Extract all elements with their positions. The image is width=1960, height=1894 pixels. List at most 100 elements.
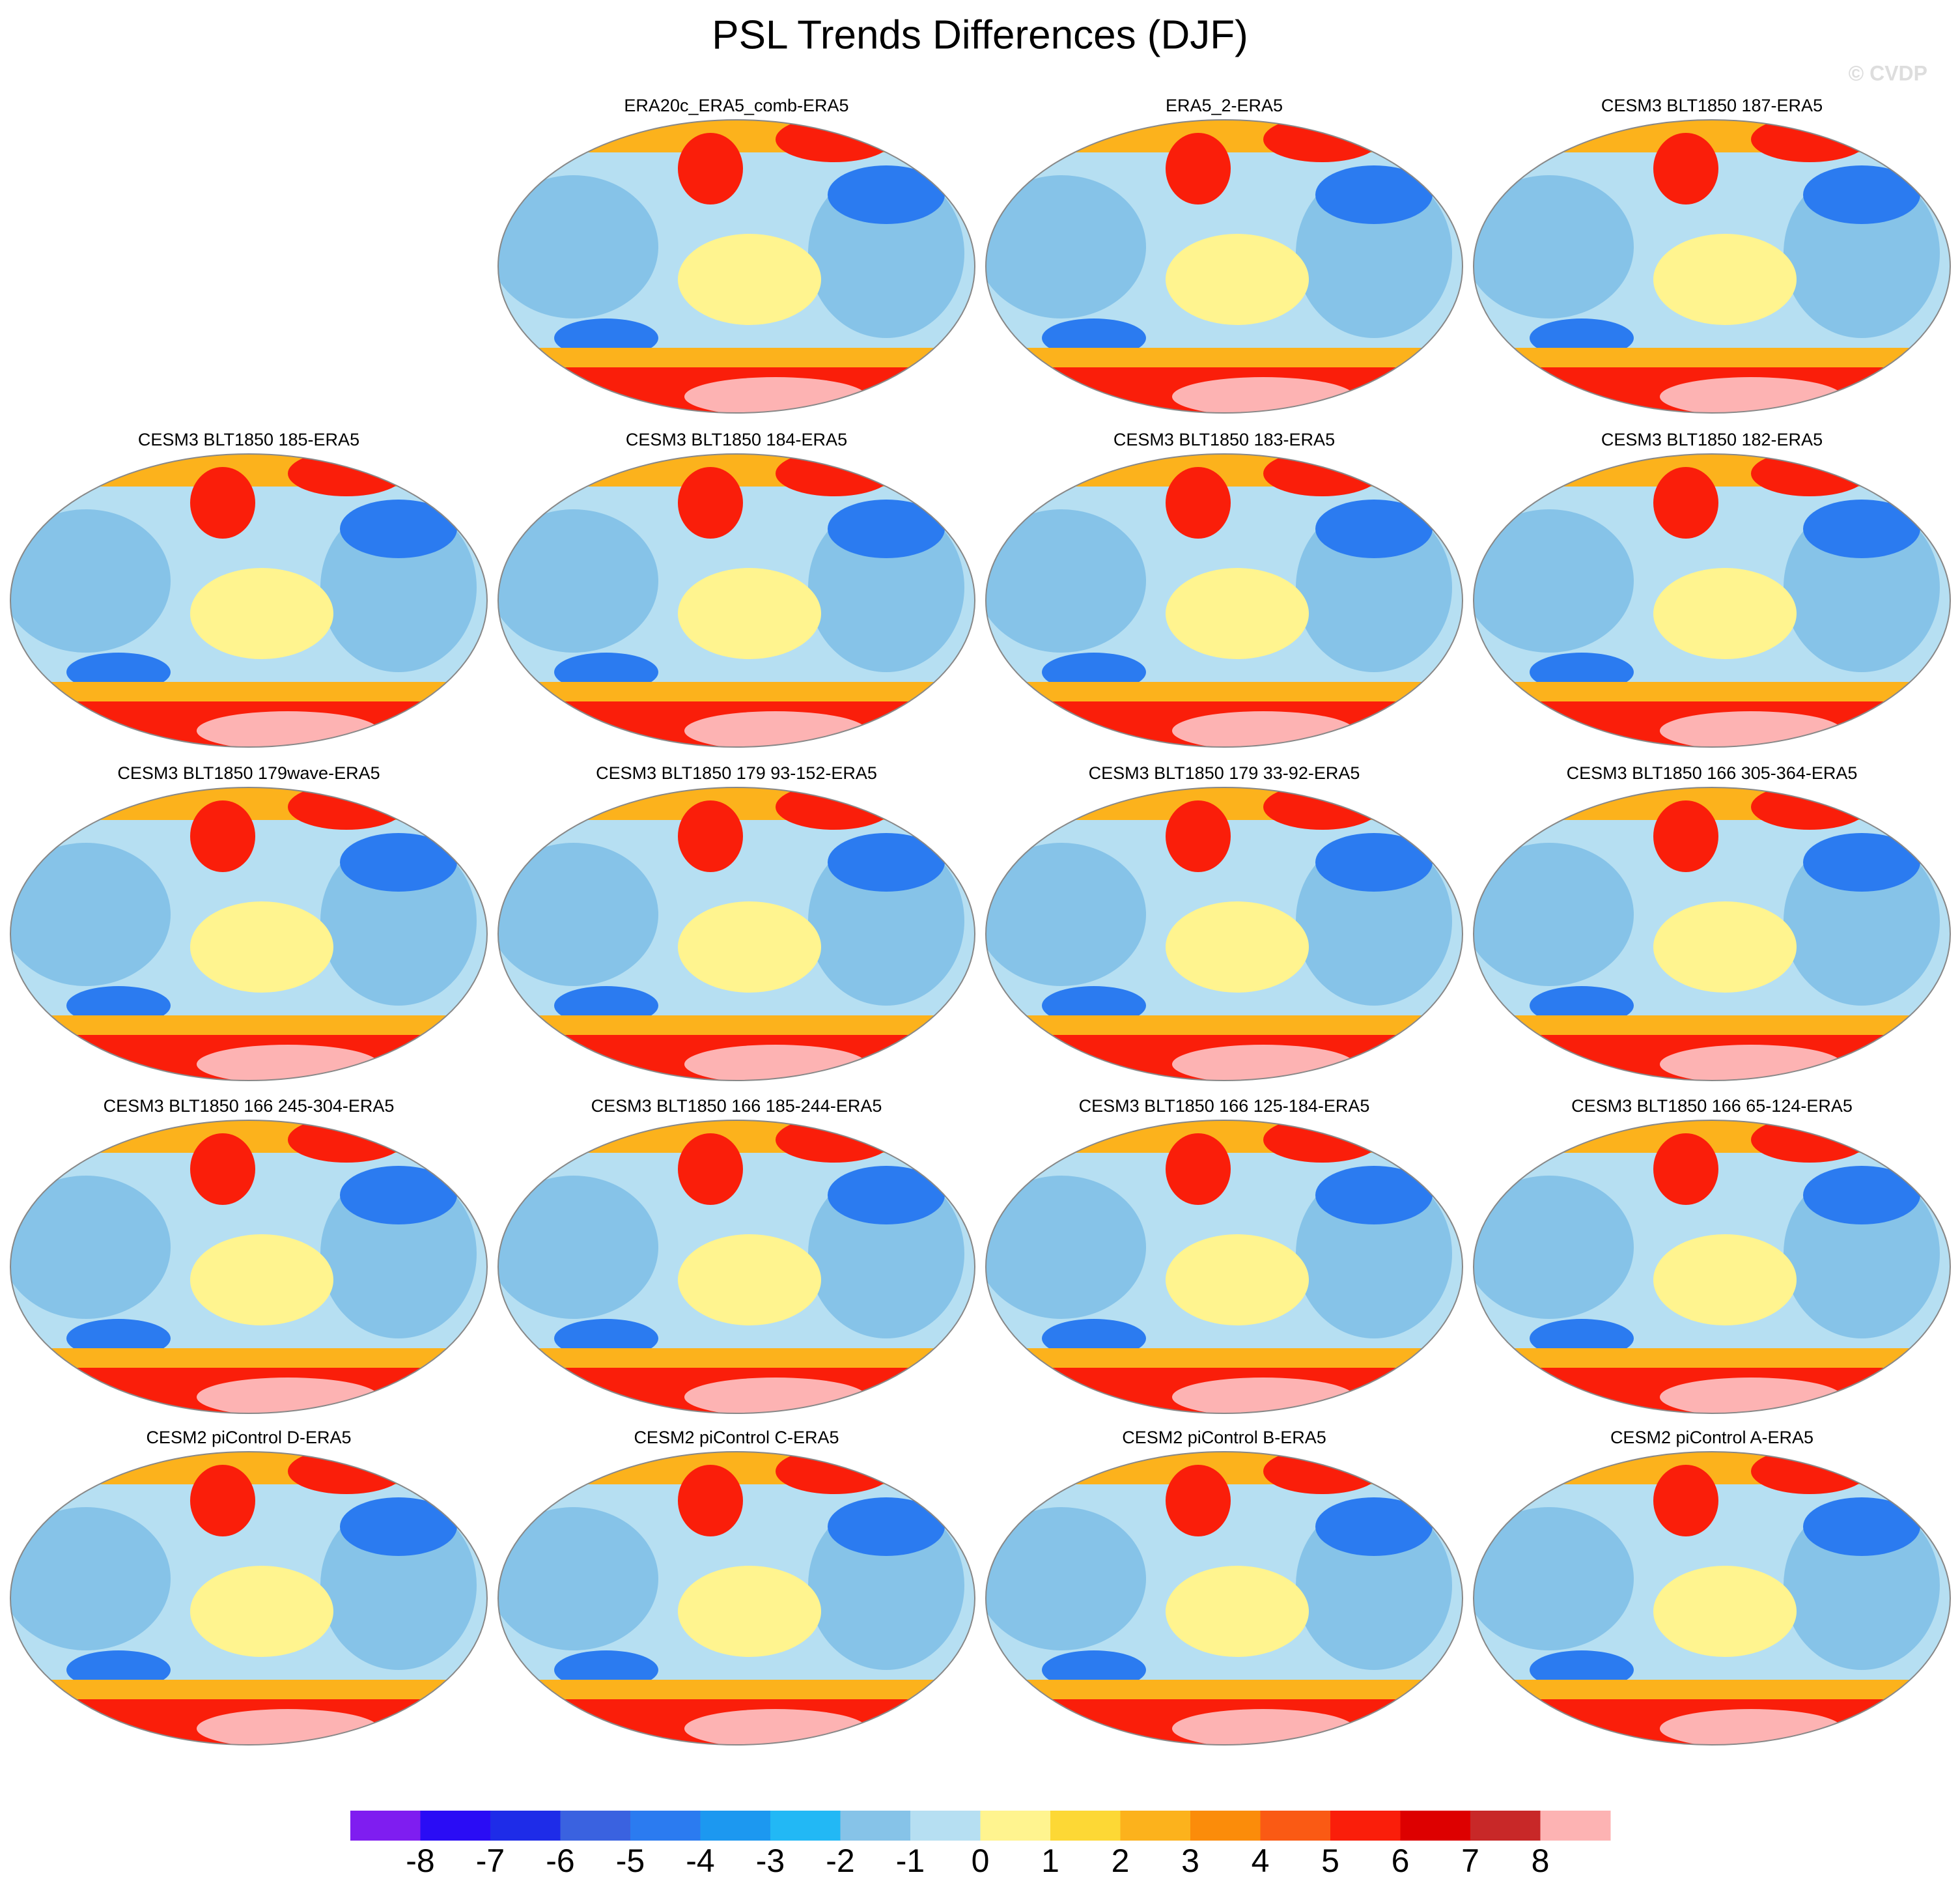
blob [678,467,743,539]
map-outline [497,1120,975,1414]
colorbar-label: 8 [1532,1843,1550,1879]
blob [828,500,945,558]
blob [340,500,457,558]
blob [678,800,743,872]
blob [1166,234,1309,325]
map-outline [985,453,1463,748]
blob [1653,467,1718,539]
blob [1803,165,1920,224]
blob [678,901,821,993]
blob [1653,568,1797,659]
blob [828,833,945,892]
blob [986,1507,1146,1650]
colorbar-box [910,1811,981,1841]
map-outline [10,1451,488,1746]
blob [678,1566,821,1657]
map-outline [985,119,1463,414]
colorbar-label: 3 [1181,1843,1199,1879]
blob [190,1465,255,1536]
blob [1166,568,1309,659]
blob [190,1133,255,1205]
panel-title: CESM3 BLT1850 179 93-152-ERA5 [596,763,877,783]
panel-title: CESM3 BLT1850 184-ERA5 [626,430,847,449]
blob [1166,1234,1309,1325]
blob [10,1176,171,1319]
blob [1474,1507,1634,1650]
blob [678,133,743,205]
blob [1315,500,1433,558]
colorbar-label: 0 [972,1843,990,1879]
colorbar-box [1050,1811,1121,1841]
blob [1315,833,1433,892]
blob [190,1234,333,1325]
colorbar-label: 2 [1112,1843,1130,1879]
panel-title: CESM3 BLT1850 179 33-92-ERA5 [1089,763,1360,783]
blob [498,843,658,986]
map-outline [985,787,1463,1081]
blob [1166,133,1231,205]
blob [1474,1176,1634,1319]
watermark: © CVDP [1849,61,1927,85]
blob [1653,800,1718,872]
map [498,454,975,747]
blob [1653,1234,1797,1325]
colorbar-label: -2 [826,1843,854,1879]
blob [1166,1133,1231,1205]
blob [1315,1166,1433,1224]
blob [190,467,255,539]
blob [678,568,821,659]
panel-title: CESM3 BLT1850 166 245-304-ERA5 [104,1096,395,1116]
colorbar-box [1400,1811,1471,1841]
map [986,454,1463,747]
blob [10,843,171,986]
blob [986,509,1146,653]
colorbar-box [1330,1811,1401,1841]
blob [1474,843,1634,986]
blob [1166,1465,1231,1536]
blob [986,843,1146,986]
map-outline [1473,119,1951,414]
colorbar-box [700,1811,771,1841]
blob [1474,175,1634,318]
colorbar-label: 1 [1041,1843,1059,1879]
colorbar-box [560,1811,631,1841]
map-outline [985,1451,1463,1746]
colorbar-label: 5 [1321,1843,1339,1879]
blob [678,1234,821,1325]
colorbar-box [420,1811,491,1841]
colorbar-box [1120,1811,1191,1841]
blob [1803,500,1920,558]
panel-title: CESM3 BLT1850 166 185-244-ERA5 [591,1096,882,1116]
blob [1803,1497,1920,1556]
map-outline [10,787,488,1081]
map-outline [497,1451,975,1746]
blob [498,509,658,653]
map [1474,454,1950,747]
blob [1315,165,1433,224]
blob [340,1497,457,1556]
colorbar-label: -8 [406,1843,434,1879]
panel-title: ERA5_2-ERA5 [1166,96,1283,115]
blob [1653,234,1797,325]
blob [1653,901,1797,993]
blob [986,1176,1146,1319]
colorbar-box [490,1811,561,1841]
map [986,787,1463,1081]
map-outline [497,787,975,1081]
blob [678,234,821,325]
blob [190,568,333,659]
blob [828,1497,945,1556]
panel-title: CESM3 BLT1850 183-ERA5 [1113,430,1335,449]
blob [190,901,333,993]
blob [1166,901,1309,993]
panel-title: CESM2 piControl C-ERA5 [634,1428,839,1447]
colorbar-label: 7 [1461,1843,1479,1879]
colorbar-box [980,1811,1051,1841]
colorbar-label: 6 [1392,1843,1410,1879]
panel-title: CESM3 BLT1850 166 125-184-ERA5 [1079,1096,1370,1116]
colorbar-box [1540,1811,1611,1841]
blob [340,833,457,892]
blob [678,1133,743,1205]
panel-title: CESM3 BLT1850 182-ERA5 [1601,430,1823,449]
